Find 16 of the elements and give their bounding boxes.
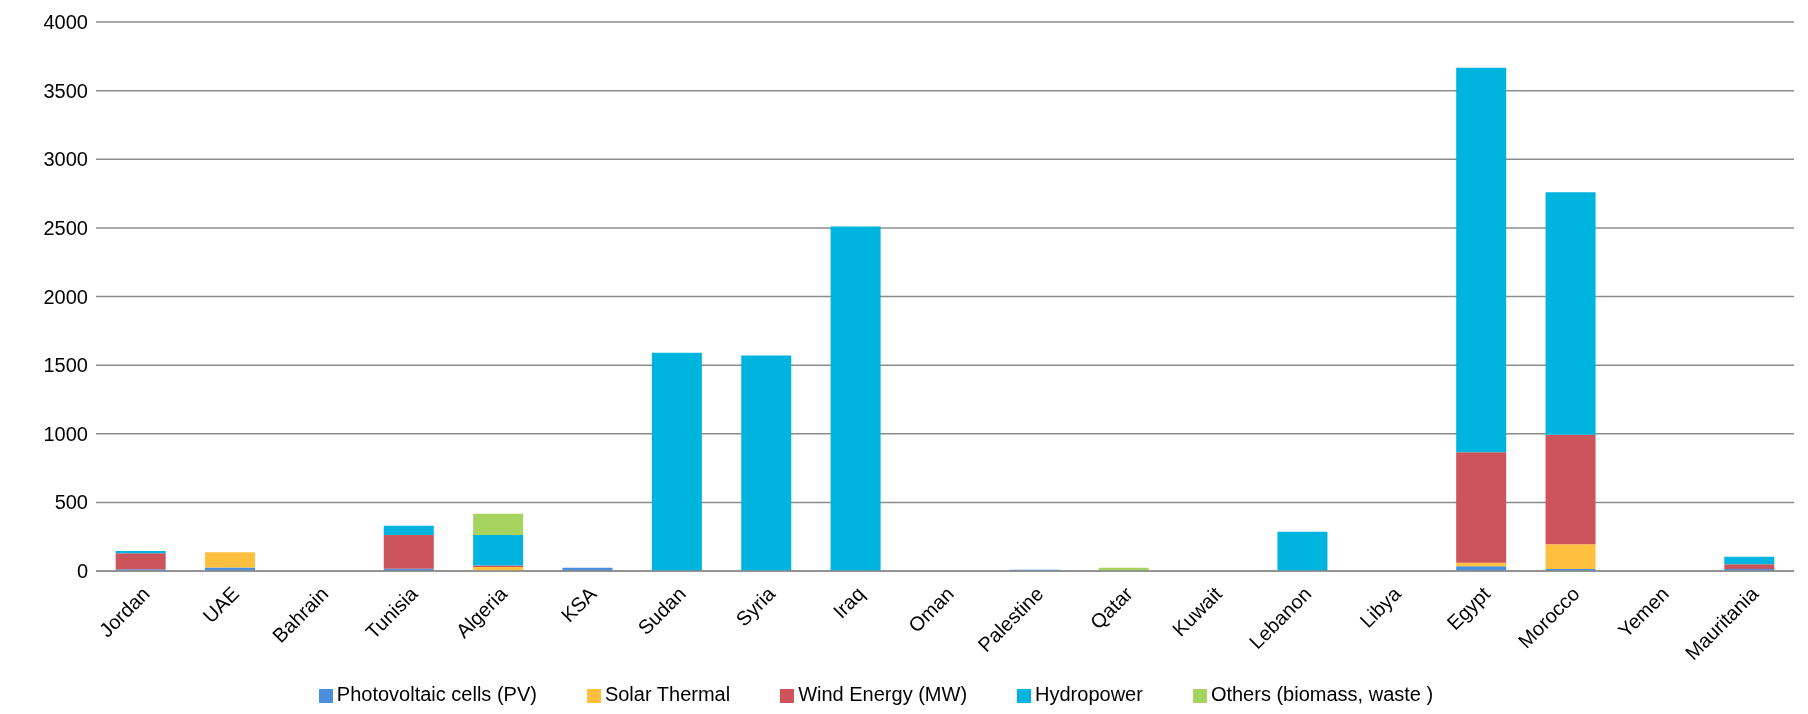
y-tick-label: 3500	[43, 79, 88, 102]
y-tick-label: 2000	[43, 285, 88, 308]
x-tick-label: Iraq	[828, 582, 869, 623]
legend-label: Wind Energy (MW)	[798, 683, 968, 705]
legend-label: Others (biomass, waste )	[1210, 683, 1434, 705]
legend-label: Solar Thermal	[604, 683, 731, 705]
y-tick-label: 3000	[43, 148, 88, 171]
legend-label: Photovoltaic cells (PV)	[336, 683, 537, 705]
y-tick-label: 2500	[43, 216, 88, 239]
x-tick-label: KSA	[556, 582, 601, 627]
y-tick-label: 1000	[43, 422, 88, 445]
legend-label: Hydropower	[1035, 683, 1143, 705]
y-tick-label: 500	[54, 491, 88, 514]
y-tick-label: 1500	[43, 354, 88, 377]
y-tick-label: 0	[76, 560, 88, 583]
y-tick-label: 4000	[43, 11, 88, 34]
